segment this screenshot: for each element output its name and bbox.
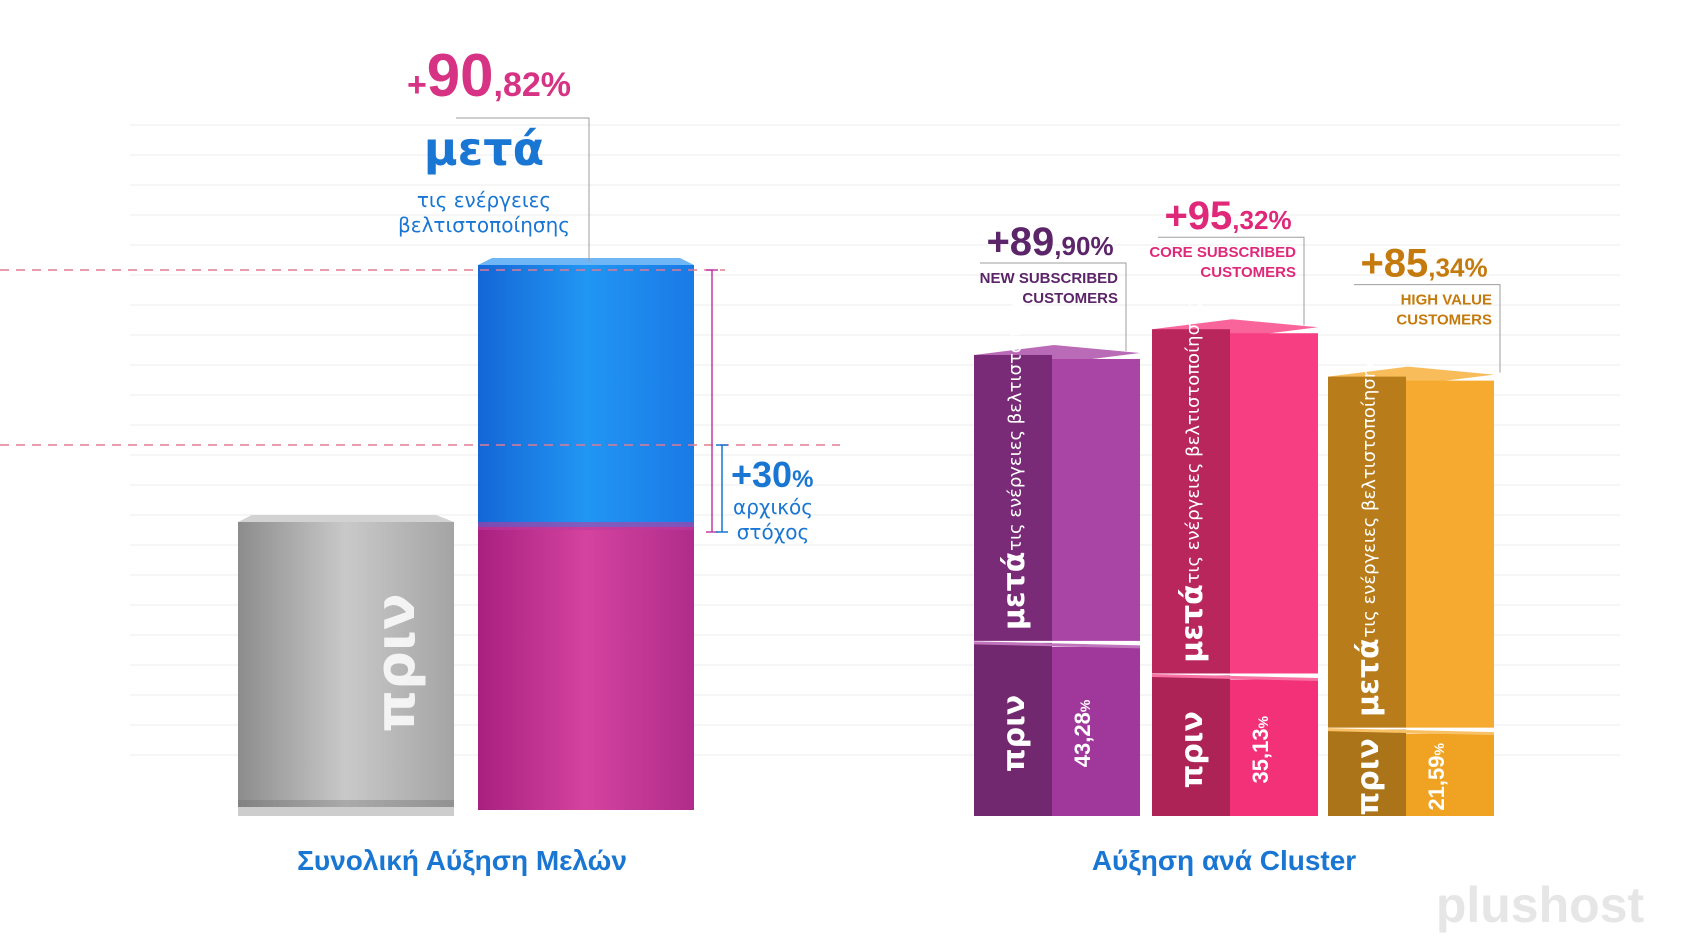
cluster-name-1: HIGH VALUE — [1401, 292, 1492, 309]
cluster-name-2: CUSTOMERS — [1022, 290, 1118, 307]
before-label: πριν — [997, 695, 1032, 772]
before-value: 43,28% — [1070, 699, 1095, 767]
before-side-face — [974, 642, 1052, 816]
increase-prefix: + — [407, 66, 427, 104]
before-bar-shadow — [238, 800, 454, 816]
before-label: πριν — [1175, 711, 1210, 788]
before-label: πριν — [1351, 738, 1386, 815]
cluster-name-2: CUSTOMERS — [1200, 264, 1296, 281]
after-side-face — [1328, 376, 1406, 728]
before-bar — [238, 522, 454, 807]
before-bar — [1406, 733, 1494, 816]
cluster-name-1: NEW SUBSCRIBED — [980, 270, 1119, 287]
after-sub-2: βελτιστοποίησης — [398, 213, 570, 237]
watermark-logo: plushost — [1436, 877, 1645, 933]
before-bar — [1230, 679, 1318, 816]
cluster-increase: +85,34% — [1360, 242, 1487, 286]
before-label: πριν — [364, 593, 427, 732]
after-sublabel: τις ενέργειες βελτιστοποίησης — [1359, 356, 1380, 637]
cluster-leader — [980, 262, 1127, 351]
after-side-face — [974, 354, 1052, 641]
total-growth-chart: πριν Συνολική Αύξηση Μελών +90,82% μετά … — [0, 42, 840, 876]
before-value: 21,59% — [1424, 743, 1449, 811]
after-label: μετά — [1351, 638, 1386, 717]
increase-int: 90 — [427, 42, 494, 109]
target-label-2: στόχος — [737, 520, 809, 544]
before-value: 35,13% — [1248, 715, 1273, 783]
before-side-face — [1328, 729, 1406, 816]
target-label-1: αρχικός — [733, 495, 813, 519]
increase-label: +90,82% — [407, 42, 571, 109]
after-bar — [1052, 358, 1140, 641]
after-bar-top — [478, 258, 694, 265]
after-label: μετά — [997, 552, 1032, 631]
before-bar — [1052, 646, 1140, 816]
chart-title-total: Συνολική Αύξηση Μελών — [297, 845, 627, 876]
cluster-increase: +95,32% — [1164, 194, 1291, 238]
after-sublabel: τις ενέργειες βελτιστοποίησης — [1005, 269, 1026, 550]
increase-dec: ,82% — [494, 66, 572, 104]
before-bar-top — [238, 515, 454, 522]
target-value: +30% — [731, 454, 813, 495]
after-bar — [1230, 333, 1318, 674]
before-side-face — [1152, 675, 1230, 816]
cluster-leader — [1158, 236, 1305, 326]
cluster-increase: +89,90% — [986, 220, 1113, 264]
after-label: μετά — [1175, 584, 1210, 663]
after-sub-1: τις ενέργειες — [417, 188, 551, 212]
target-segment — [478, 522, 694, 810]
increase-leader — [456, 117, 590, 262]
segment-divider — [478, 522, 694, 530]
after-side-face — [1152, 329, 1230, 674]
after-bar — [1406, 380, 1494, 728]
chart-title-cluster: Αύξηση ανά Cluster — [1092, 845, 1356, 876]
cluster-leader — [1354, 284, 1501, 373]
after-sublabel: τις ενέργειες βελτιστοποίησης — [1183, 302, 1204, 583]
cluster-name-1: CORE SUBSCRIBED — [1149, 244, 1296, 261]
cluster-name-2: CUSTOMERS — [1396, 312, 1492, 329]
reference-guides — [0, 117, 840, 533]
increase-segment — [478, 265, 694, 527]
after-heading: μετά — [424, 122, 544, 176]
